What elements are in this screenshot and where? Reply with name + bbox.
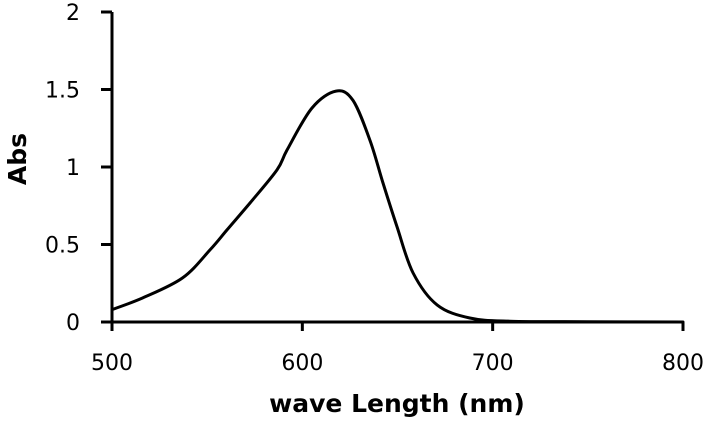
y-tick-label: 1 xyxy=(66,156,80,181)
y-axis-ticks: 0 0.5 1 1.5 2 xyxy=(45,1,112,336)
x-tick-label: 600 xyxy=(281,351,323,376)
absorbance-curve xyxy=(110,89,685,324)
x-tick-label: 700 xyxy=(472,351,514,376)
x-axis-title: wave Length (nm) xyxy=(269,389,525,418)
x-tick-label: 800 xyxy=(662,351,704,376)
x-axis-ticks: 500 600 700 800 xyxy=(91,322,704,376)
y-tick-label: 0.5 xyxy=(45,234,80,259)
y-tick-label: 1.5 xyxy=(45,79,80,104)
x-tick-label: 500 xyxy=(91,351,133,376)
y-tick-label: 2 xyxy=(66,1,80,26)
y-axis-title: Abs xyxy=(3,133,32,185)
y-tick-label: 0 xyxy=(66,311,80,336)
